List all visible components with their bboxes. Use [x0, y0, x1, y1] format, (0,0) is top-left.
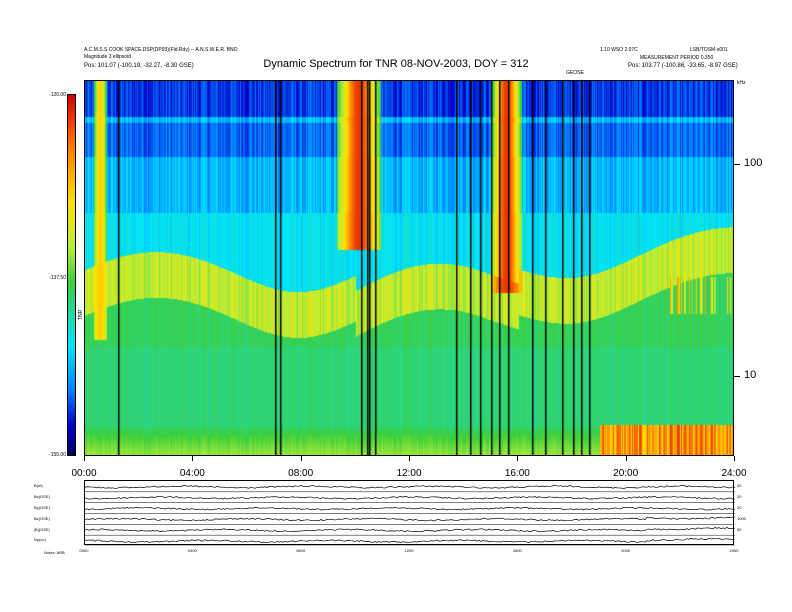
- lower-left-label: By(GSE): [34, 504, 50, 510]
- lower-trace: [84, 537, 736, 543]
- lower-left-label: B(nt): [34, 483, 43, 489]
- lower-left-label: Bx(GSE): [34, 494, 50, 500]
- header-left-line3: Pos: 101.07 (-100.19, -32.27, -8.30 GSE): [84, 63, 194, 69]
- header-right-line1b: LSB/TOSM-s001: [690, 47, 728, 53]
- lower-right-label: 20: [737, 504, 742, 510]
- x-tick-label: 12:00: [396, 468, 422, 479]
- y-tick-label: 100: [744, 157, 763, 170]
- lower-right-label: 20: [737, 494, 742, 500]
- y-tick-mark: [734, 164, 740, 166]
- header-right-line3: Pos: 103.77 (-100.86, -33.65, -8.97 GSE): [628, 63, 738, 69]
- lower-trace: [84, 527, 736, 533]
- chart-title: Dynamic Spectrum for TNR 08-NOV-2003, DO…: [263, 58, 529, 70]
- x-tick-label: 04:00: [179, 468, 205, 479]
- lower-left-label: |B|(GSE): [34, 526, 50, 532]
- lower-parameter-panel: [84, 480, 736, 547]
- x-tick-mark: [192, 456, 194, 461]
- lower-trace: [84, 516, 736, 522]
- lower-trace: [84, 485, 736, 489]
- y-axis-unit: kHz: [737, 80, 746, 86]
- lower-x-tick-label: 1200: [404, 548, 414, 553]
- lower-x-tick-label: 0800: [296, 548, 306, 553]
- colorbar-mid-label: -137.50: [49, 275, 66, 281]
- lower-left-label: Np(cc): [34, 537, 46, 543]
- x-tick-mark: [409, 456, 410, 461]
- y-tick-label: 10: [744, 369, 757, 382]
- x-tick-label: 00:00: [71, 468, 97, 479]
- lower-right-label: 50: [737, 526, 742, 532]
- x-tick-mark: [300, 456, 302, 461]
- colorbar-max-label: -120.00: [49, 92, 66, 98]
- header-left-line1: A.C.M.S.S.COOK SPACE.DSP(DP93)(Fld.Rdy) …: [84, 47, 238, 53]
- lower-left-label: Bz(GSE): [34, 515, 50, 521]
- x-tick-label: 20:00: [613, 468, 639, 479]
- header-right-line2: MEASUREMENT PERIOD 0.350: [640, 55, 714, 61]
- header-right-line1: 1.10 WSO 2.07C: [600, 47, 638, 53]
- lower-x-tick-label: 2000: [621, 548, 631, 553]
- lower-x-tick-label: 0000: [79, 548, 89, 553]
- x-tick-mark: [84, 456, 85, 461]
- header-mid-label: GEOSE: [566, 70, 584, 76]
- lower-right-label: 20: [737, 483, 742, 489]
- y-tick-mark: [734, 376, 740, 378]
- header-left-line2: Magnitude 3 ellipsoid: [84, 54, 131, 60]
- x-tick-mark: [625, 456, 627, 461]
- spectrogram-frame: [84, 80, 734, 456]
- colorbar-min-label: -155.00: [49, 452, 66, 458]
- spectrogram-canvas: [85, 81, 733, 455]
- lower-panel-traces: [84, 485, 736, 547]
- x-tick-label: 24:00: [721, 468, 747, 479]
- lower-x-tick-label: 1600: [512, 548, 522, 553]
- lower-trace: [84, 496, 736, 500]
- lower-x-tick-label: 2400: [729, 548, 739, 553]
- x-tick-mark: [734, 456, 735, 461]
- colorbar: [67, 94, 76, 456]
- x-tick-label: 16:00: [504, 468, 530, 479]
- lower-x-tick-label: 0400: [187, 548, 197, 553]
- x-tick-label: 08:00: [288, 468, 314, 479]
- lower-right-label: 1000: [737, 515, 746, 521]
- x-tick-mark: [517, 456, 519, 461]
- lower-trace: [84, 506, 736, 511]
- footer-note: Notes: ARB: [44, 550, 65, 555]
